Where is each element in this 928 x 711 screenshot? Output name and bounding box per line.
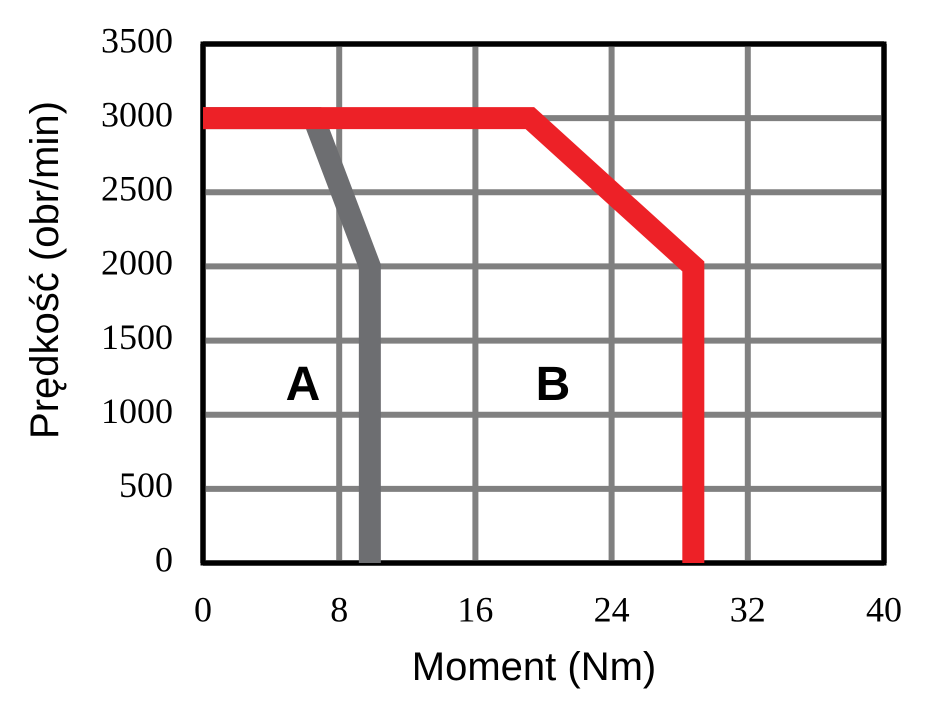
y-tick-label: 2000 [101, 243, 173, 283]
series-label: B [536, 358, 571, 411]
x-tick-label: 40 [866, 589, 902, 629]
series-line [203, 107, 705, 563]
x-tick-label: 16 [457, 589, 493, 629]
y-tick-label: 1000 [101, 391, 173, 431]
y-tick-label: 3500 [101, 20, 173, 60]
x-tick-label: 8 [330, 589, 348, 629]
series-label: A [286, 358, 321, 411]
y-tick-label: 2500 [101, 169, 173, 209]
x-tick-label: 0 [194, 589, 212, 629]
y-axis-title: Prędkość (obr/min) [23, 101, 67, 439]
y-tick-label: 1500 [101, 317, 173, 357]
plot-border [200, 41, 887, 566]
x-axis-title: Moment (Nm) [412, 645, 656, 689]
x-tick-label: 32 [730, 589, 766, 629]
y-tick-label: 500 [119, 465, 173, 505]
y-tick-label: 3000 [101, 94, 173, 134]
y-tick-label: 0 [155, 539, 173, 579]
x-tick-label: 24 [594, 589, 630, 629]
